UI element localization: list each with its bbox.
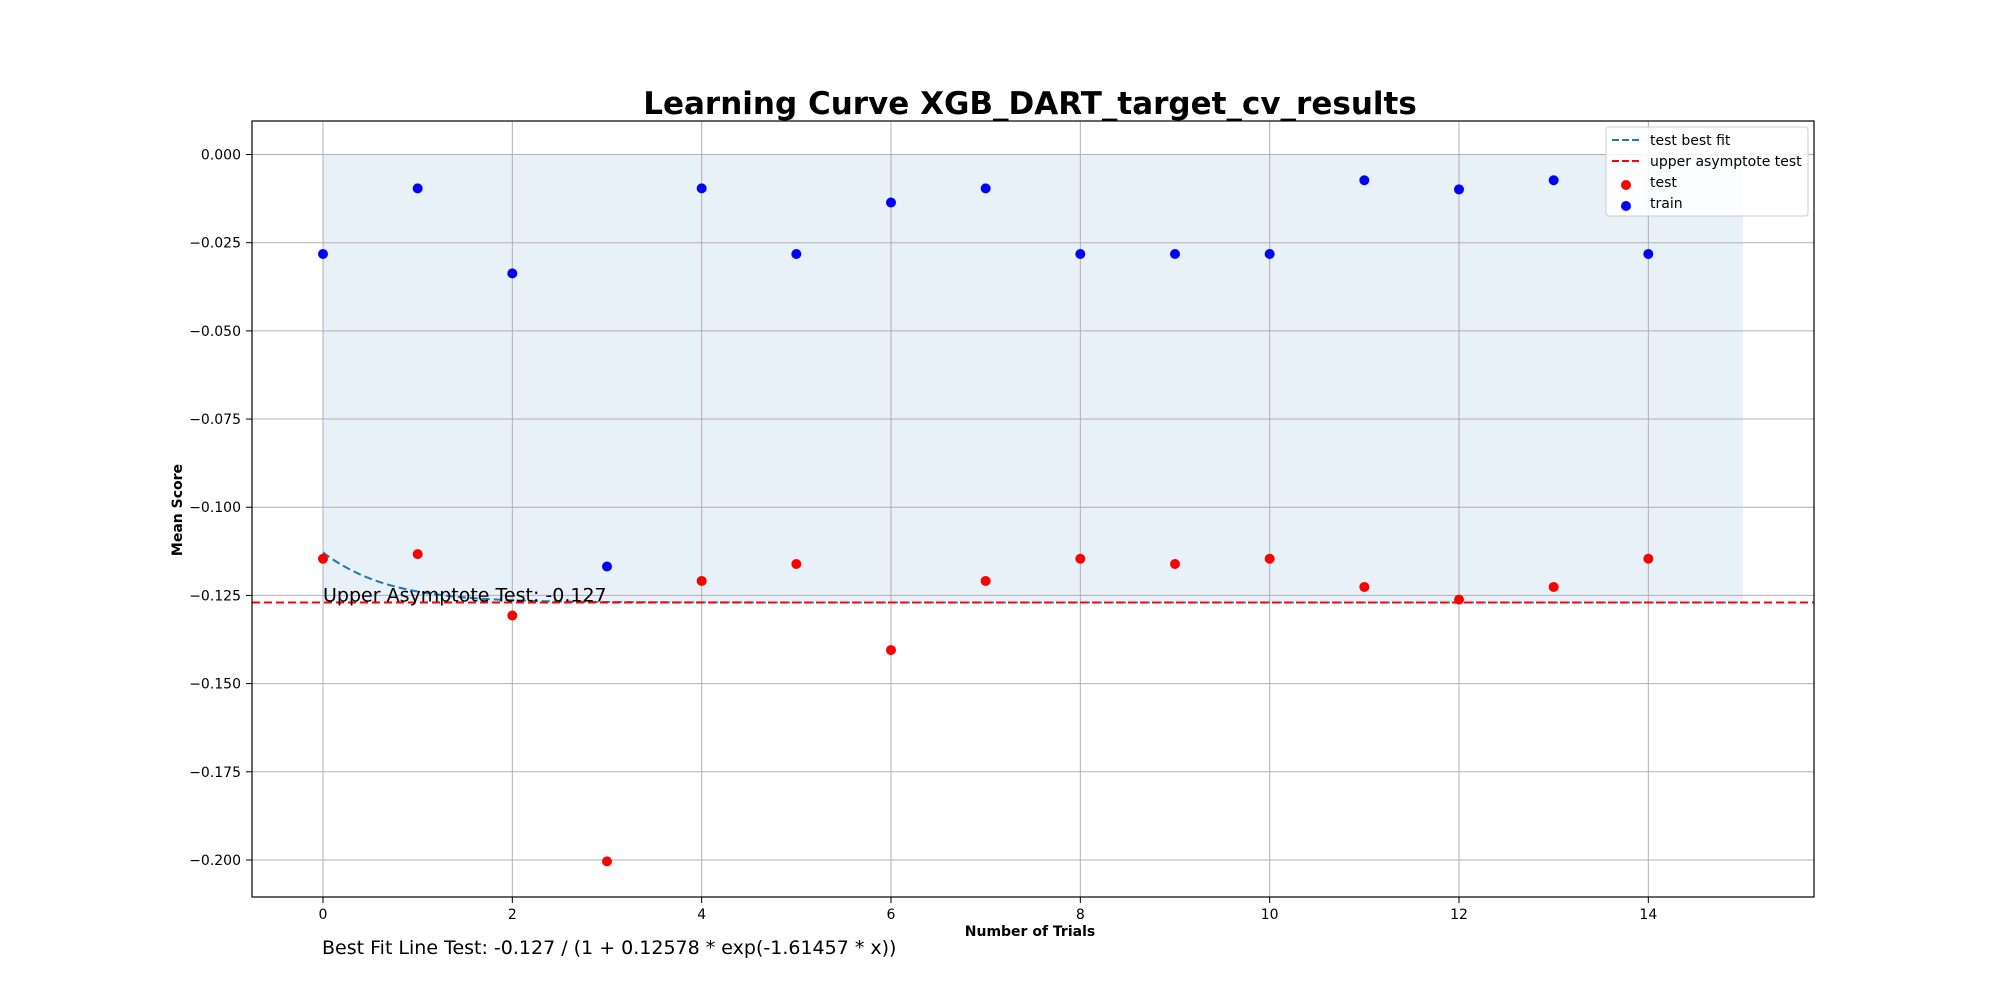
test-point bbox=[696, 575, 707, 586]
y-tick-label: −0.025 bbox=[189, 236, 241, 252]
train-point bbox=[1548, 175, 1559, 186]
y-tick-label: 0.000 bbox=[201, 148, 241, 164]
train-point bbox=[886, 197, 896, 208]
shaded-region bbox=[323, 154, 1743, 603]
x-tick-label: 8 bbox=[1076, 907, 1085, 923]
x-axis-label: Number of Trials bbox=[965, 924, 1095, 940]
train-point bbox=[412, 183, 423, 194]
y-tick-label: −0.125 bbox=[189, 588, 241, 604]
legend-box bbox=[1605, 126, 1809, 217]
x-tick-label: 0 bbox=[319, 907, 328, 923]
asymptote-label: Upper Asymptote Test: -0.127 bbox=[323, 584, 607, 606]
legend-marker-swatch bbox=[1621, 201, 1631, 211]
test-point bbox=[412, 549, 423, 560]
test-point bbox=[1075, 553, 1086, 564]
x-tick-label: 6 bbox=[887, 907, 896, 923]
y-tick-label: −0.100 bbox=[189, 500, 241, 516]
x-tick-label: 10 bbox=[1261, 907, 1279, 923]
x-tick-label: 4 bbox=[697, 907, 706, 923]
plot-area bbox=[252, 121, 1814, 897]
legend-label: train bbox=[1650, 196, 1683, 212]
test-point bbox=[602, 856, 612, 867]
chart-title: Learning Curve XGB_DART_target_cv_result… bbox=[643, 86, 1417, 122]
test-point bbox=[1454, 594, 1464, 605]
x-tick-label: 2 bbox=[508, 907, 517, 923]
train-point bbox=[1643, 248, 1654, 259]
train-point bbox=[1359, 175, 1370, 186]
test-point bbox=[1643, 553, 1654, 564]
test-point bbox=[886, 645, 896, 656]
y-axis-label: Mean Score bbox=[170, 464, 186, 556]
train-point bbox=[1075, 248, 1086, 259]
x-tick-label: 14 bbox=[1639, 907, 1657, 923]
axes-frame bbox=[251, 120, 1815, 898]
best-fit-formula-label: Best Fit Line Test: -0.127 / (1 + 0.1257… bbox=[322, 937, 896, 959]
train-point bbox=[507, 268, 518, 279]
legend: test best fit upper asymptote test test tra… bbox=[1605, 126, 1809, 217]
test-point bbox=[318, 553, 328, 564]
y-tick-label: −0.075 bbox=[189, 412, 241, 428]
train-point bbox=[791, 248, 802, 259]
train-point bbox=[1264, 248, 1275, 259]
legend-label: upper asymptote test bbox=[1650, 154, 1802, 170]
train-point bbox=[1454, 184, 1464, 195]
test-point bbox=[1359, 581, 1370, 592]
train-point bbox=[1170, 248, 1180, 259]
train-point bbox=[696, 183, 707, 194]
train-point bbox=[318, 248, 328, 259]
y-tick-label: −0.200 bbox=[189, 853, 241, 869]
y-tick-label: −0.175 bbox=[189, 765, 241, 781]
train-point bbox=[602, 561, 612, 572]
y-tick-label: −0.050 bbox=[189, 324, 241, 340]
legend-label: test best fit bbox=[1650, 133, 1731, 149]
test-point bbox=[1548, 581, 1559, 592]
x-tick-label: 12 bbox=[1450, 907, 1468, 923]
y-tick-label: −0.150 bbox=[189, 677, 241, 693]
test-point bbox=[791, 559, 802, 570]
test-point bbox=[507, 610, 518, 621]
test-point bbox=[1170, 559, 1180, 570]
test-point bbox=[980, 575, 991, 586]
train-point bbox=[980, 183, 991, 194]
legend-label: test bbox=[1650, 175, 1677, 191]
legend-marker-swatch bbox=[1621, 180, 1631, 190]
test-point bbox=[1264, 553, 1275, 564]
